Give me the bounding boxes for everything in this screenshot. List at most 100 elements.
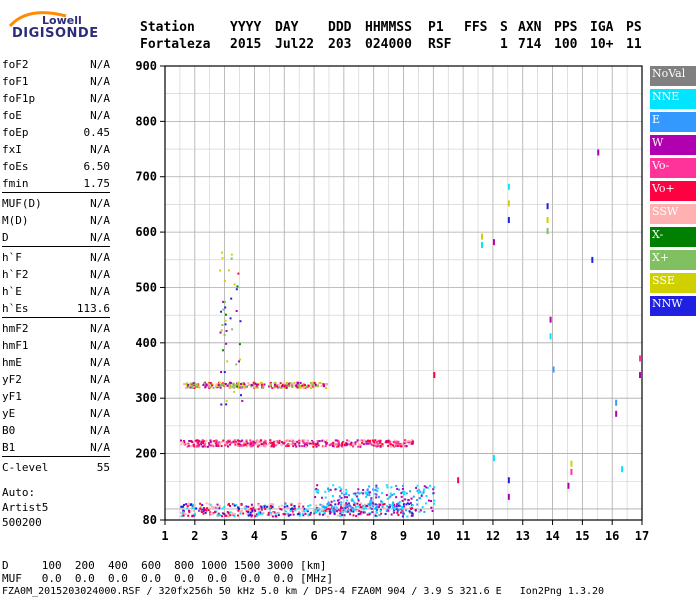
echo-mark [416,503,419,506]
echo-mark [288,513,291,516]
echo-mark [229,386,232,389]
echo-point [639,355,642,362]
echo-mark [362,511,365,514]
echo-mark [198,386,201,389]
echo-mark [209,507,212,510]
echo-mark [312,510,315,513]
echo-mark [245,505,248,508]
echo-mark [303,509,306,512]
echo-point [552,366,555,373]
param-row: hmF1 N/A [2,339,110,353]
echo-mark [212,512,215,515]
echo-mark [272,445,275,448]
echo-mark [240,382,243,385]
echo-mark [329,511,332,514]
echo-mark [228,514,231,517]
echo-mark [296,440,299,443]
legend-item: X- [650,227,696,247]
echo-mark [322,513,325,516]
echo-mark [375,484,378,487]
echo-mark [343,493,346,496]
echo-mark [289,508,292,511]
x-tick-label: 11 [456,529,470,543]
echo-mark [330,500,333,503]
echo-mark [278,511,281,514]
echo-mark [184,513,187,516]
echo-mark [332,484,335,487]
echo-mark [352,508,355,511]
echo-mark [309,511,312,514]
echo-mark [277,514,280,517]
param-value: N/A [90,441,110,454]
echo-mark [231,328,234,331]
echo-mark [350,510,353,513]
x-tick-label: 10 [426,529,440,543]
echo-mark [280,444,283,447]
echo-mark [359,512,362,515]
echo-mark [195,386,198,389]
echo-mark [269,384,272,387]
echo-mark [183,443,186,446]
echo-mark [284,385,287,388]
echo-mark [263,443,266,446]
echo-mark [315,490,318,493]
param-value: N/A [90,285,110,298]
echo-mark [201,504,204,507]
echo-mark [338,501,341,504]
echo-mark [396,444,399,447]
echo-mark [312,385,315,388]
echo-mark [342,509,345,512]
echo-mark [362,507,365,510]
echo-mark [204,445,207,448]
param-row: M(D) N/A [2,214,110,228]
y-tick-label: 80 [143,513,157,527]
echo-mark [249,443,252,446]
echo-mark [261,386,264,389]
echo-mark [368,512,371,515]
echo-mark [352,510,355,513]
echo-mark [243,505,246,508]
echo-mark [337,441,340,444]
echo-mark [219,385,222,388]
echo-mark [352,443,355,446]
echo-mark [340,496,343,499]
echo-mark [336,499,339,502]
echo-mark [352,445,355,448]
echo-mark [387,441,390,444]
echo-mark [241,399,244,402]
echo-mark [193,445,196,448]
echo-mark [433,502,436,505]
echo-mark [354,441,357,444]
auto-artist: Artist5 [2,501,49,514]
echo-mark [223,371,226,374]
echo-mark [207,509,210,512]
echo-mark [313,385,316,388]
echo-mark [205,383,208,386]
echo-mark [186,505,189,508]
param-value: N/A [90,109,110,122]
echo-mark [238,383,241,386]
echo-mark [191,386,194,389]
echo-mark [188,511,191,514]
echo-mark [271,507,274,510]
echo-mark [186,507,189,510]
echo-mark [287,444,290,447]
echo-mark [215,444,218,447]
echo-mark [296,381,299,384]
echo-mark [396,440,399,443]
echo-mark [216,503,219,506]
echo-mark [255,514,258,517]
echo-mark [185,383,188,386]
echo-mark [395,442,398,445]
echo-mark [181,441,184,444]
echo-mark [337,508,340,511]
echo-mark [393,439,396,442]
echo-mark [380,444,383,447]
echo-mark [206,445,209,448]
echo-mark [398,504,401,507]
echo-mark [182,443,185,446]
echo-mark [196,444,199,447]
legend-item: NoVal [650,66,696,86]
echo-mark [347,503,350,506]
legend-item: SSE [650,273,696,293]
